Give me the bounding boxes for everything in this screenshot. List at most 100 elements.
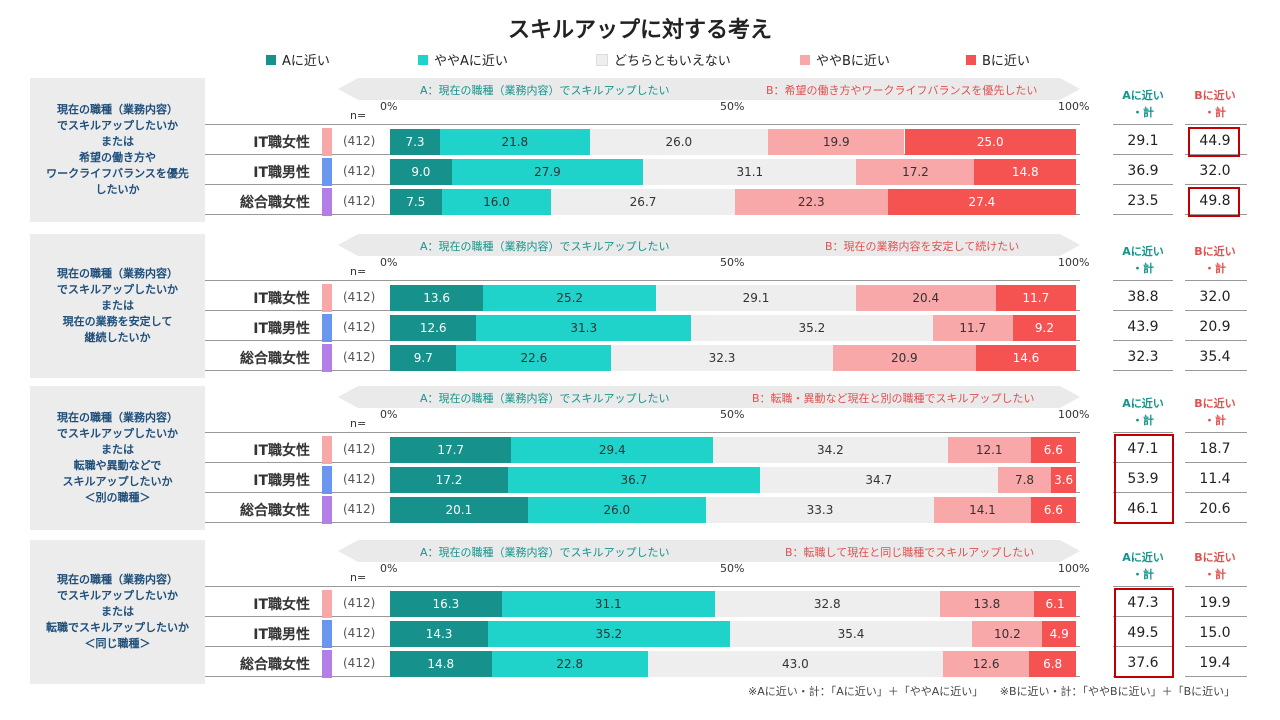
- data-label: 22.8: [556, 657, 584, 671]
- total-separator: [1113, 616, 1173, 617]
- total-a-value: 32.3: [1127, 349, 1159, 365]
- total-a-value: 29.1: [1127, 133, 1159, 149]
- bar-segment: 7.8: [997, 467, 1052, 493]
- row-label: IT職男性: [253, 473, 310, 489]
- bar-segment: 43.0: [647, 651, 943, 677]
- total-b-value: 19.9: [1199, 595, 1231, 611]
- row-separator: [205, 432, 1080, 433]
- total-separator: [1185, 310, 1247, 311]
- sample-size: (412): [343, 656, 376, 670]
- total-separator: [1113, 184, 1173, 185]
- data-label: 7.3: [405, 135, 425, 149]
- data-label: 11.7: [959, 321, 987, 335]
- data-label: 6.6: [1043, 503, 1063, 517]
- question-label: 現在の職種（業務内容） でスキルアップしたいか または 現在の業務を安定して 継…: [30, 234, 205, 378]
- total-a-header: Aに近い ・計: [1122, 551, 1164, 581]
- row-color-marker: [322, 496, 332, 524]
- axis-tick-label: 50%: [720, 408, 745, 421]
- sample-size: (412): [343, 626, 376, 640]
- data-label: 9.7: [413, 351, 433, 365]
- data-label: 4.9: [1049, 627, 1069, 641]
- question-label: 現在の職種（業務内容） でスキルアップしたいか または 希望の働き方や ワークラ…: [30, 78, 205, 222]
- data-label: 22.6: [520, 351, 548, 365]
- data-label: 27.4: [968, 195, 996, 209]
- total-separator: [1185, 340, 1247, 341]
- data-label: 34.7: [865, 473, 893, 487]
- bar-segment: 9.7: [390, 345, 457, 371]
- bar-segment: 6.1: [1034, 591, 1076, 617]
- row-separator: [205, 124, 1080, 125]
- total-b-header: Bに近い ・計: [1194, 245, 1236, 275]
- data-label: 26.0: [665, 135, 693, 149]
- data-label: 12.6: [972, 657, 1000, 671]
- bar-segment: 26.7: [551, 189, 735, 215]
- arrow-band: [338, 78, 1080, 100]
- legend-item: Aに近い: [266, 50, 330, 69]
- bar-segment: 32.3: [611, 345, 833, 371]
- row-label: IT職女性: [253, 443, 310, 459]
- bar-segment: 25.0: [904, 129, 1076, 155]
- bar-segment: 33.3: [705, 497, 935, 523]
- axis-tick-label: 100%: [1058, 100, 1090, 113]
- data-label: 17.2: [902, 165, 929, 179]
- data-label: 17.2: [435, 473, 463, 487]
- sample-size: (412): [343, 442, 376, 456]
- data-label: 29.1: [742, 291, 770, 305]
- b-statement: B：現在の業務内容を安定して続けたい: [825, 240, 1020, 253]
- bar-segment: 17.2: [390, 467, 508, 493]
- data-label: 34.2: [817, 443, 844, 457]
- total-separator: [1185, 154, 1247, 155]
- bar-segment: 3.6: [1051, 467, 1076, 493]
- data-label: 25.0: [976, 135, 1004, 149]
- total-b-value: 44.9: [1199, 133, 1231, 149]
- bar-segment: 4.9: [1042, 621, 1076, 647]
- data-label: 14.8: [427, 657, 455, 671]
- total-separator: [1185, 616, 1247, 617]
- chart-title: スキルアップに対する考え: [507, 18, 772, 43]
- row-label: IT職女性: [253, 291, 310, 307]
- axis-tick-label: 100%: [1058, 408, 1090, 421]
- row-color-marker: [322, 158, 332, 186]
- bar-segment: 14.6: [975, 345, 1076, 371]
- total-a-value: 47.3: [1127, 595, 1159, 611]
- data-label: 20.9: [890, 351, 918, 365]
- question-label: 現在の職種（業務内容） でスキルアップしたいか または 転職や異動などで スキル…: [30, 386, 205, 530]
- total-b-header: Bに近い ・計: [1194, 89, 1236, 119]
- total-separator: [1185, 522, 1247, 523]
- data-label: 22.3: [797, 195, 825, 209]
- bar-segment: 13.8: [939, 591, 1035, 617]
- total-b-header: Bに近い ・計: [1194, 397, 1236, 427]
- data-label: 14.8: [1011, 165, 1039, 179]
- b-statement: B：希望の働き方やワークライフバランスを優先したい: [766, 84, 1038, 97]
- legend-label: Bに近い: [982, 54, 1030, 69]
- double-arrow-shape: [338, 386, 1080, 408]
- row-color-marker: [322, 128, 332, 156]
- total-separator: [1113, 280, 1173, 281]
- data-label: 16.3: [432, 597, 460, 611]
- total-separator: [1113, 462, 1173, 463]
- total-b-value: 15.0: [1199, 625, 1231, 641]
- bar-segment: 16.3: [390, 591, 502, 617]
- bar-segment: 6.8: [1029, 651, 1076, 677]
- total-separator: [1113, 432, 1173, 433]
- data-label: 12.1: [975, 443, 1003, 457]
- total-separator: [1113, 340, 1173, 341]
- axis-tick-label: 50%: [720, 256, 745, 269]
- total-a-value: 43.9: [1127, 319, 1159, 335]
- total-separator: [1185, 184, 1247, 185]
- bar-segment: 11.7: [932, 315, 1013, 341]
- legend-swatch: [418, 54, 428, 65]
- data-label: 35.4: [837, 627, 865, 641]
- double-arrow-shape: [338, 540, 1080, 562]
- total-b-value: 32.0: [1199, 163, 1231, 179]
- total-separator: [1113, 310, 1173, 311]
- data-label: 27.9: [534, 165, 561, 179]
- bar-segment: 17.7: [390, 437, 512, 463]
- bar-segment: 22.6: [456, 345, 612, 371]
- bar-segment: 29.1: [656, 285, 856, 311]
- bar-segment: 7.3: [390, 129, 441, 155]
- data-label: 17.7: [437, 443, 465, 457]
- total-separator: [1113, 124, 1173, 125]
- data-label: 16.0: [483, 195, 510, 209]
- row-color-marker: [322, 344, 332, 372]
